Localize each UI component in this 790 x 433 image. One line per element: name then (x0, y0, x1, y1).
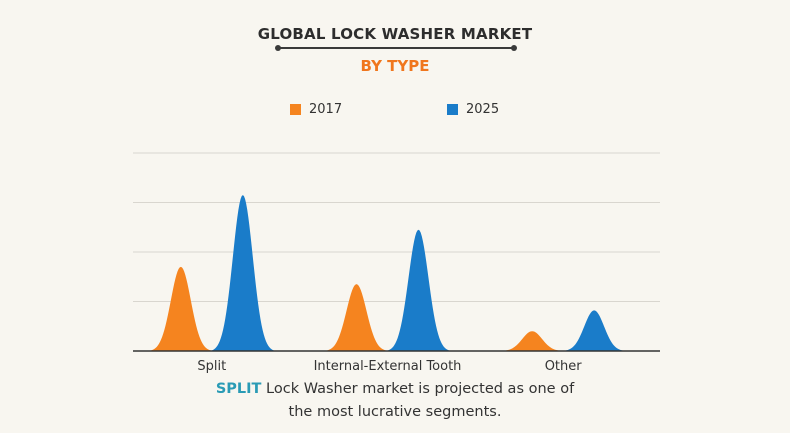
x-tick-label: Internal-External Tooth (314, 359, 462, 374)
legend-item-2025: 2025 (447, 102, 499, 117)
legend-swatch-2025 (447, 104, 458, 115)
peak-2017-other (499, 331, 566, 351)
x-tick-label: Other (545, 359, 583, 374)
caption-line-1: SPLIT Lock Washer market is projected as… (0, 378, 790, 401)
title-divider (275, 45, 517, 51)
legend-item-2017: 2017 (290, 102, 342, 117)
caption-line-2: the most lucrative segments. (288, 404, 502, 420)
peak-2017-internal-external-tooth (323, 284, 390, 351)
legend-label-2025: 2025 (466, 102, 500, 117)
legend: 2017 2025 (0, 102, 790, 122)
caption-line-1-text: Lock Washer market is projected as one o… (261, 381, 575, 397)
peak-2025-split (209, 195, 276, 351)
chart-title: GLOBAL LOCK WASHER MARKET (257, 25, 533, 43)
divider-left-dot (275, 45, 281, 51)
legend-swatch-2017 (290, 104, 301, 115)
peak-2025-other (561, 310, 628, 351)
caption: SPLIT Lock Washer market is projected as… (0, 378, 790, 424)
divider-right-dot (511, 45, 517, 51)
peak-2017-split (147, 266, 214, 351)
chart-subtitle: BY TYPE (360, 57, 430, 75)
x-tick-label: Split (197, 359, 226, 374)
peak-2025-internal-external-tooth (385, 229, 452, 351)
caption-highlight: SPLIT (215, 381, 262, 397)
legend-label-2017: 2017 (309, 102, 343, 117)
